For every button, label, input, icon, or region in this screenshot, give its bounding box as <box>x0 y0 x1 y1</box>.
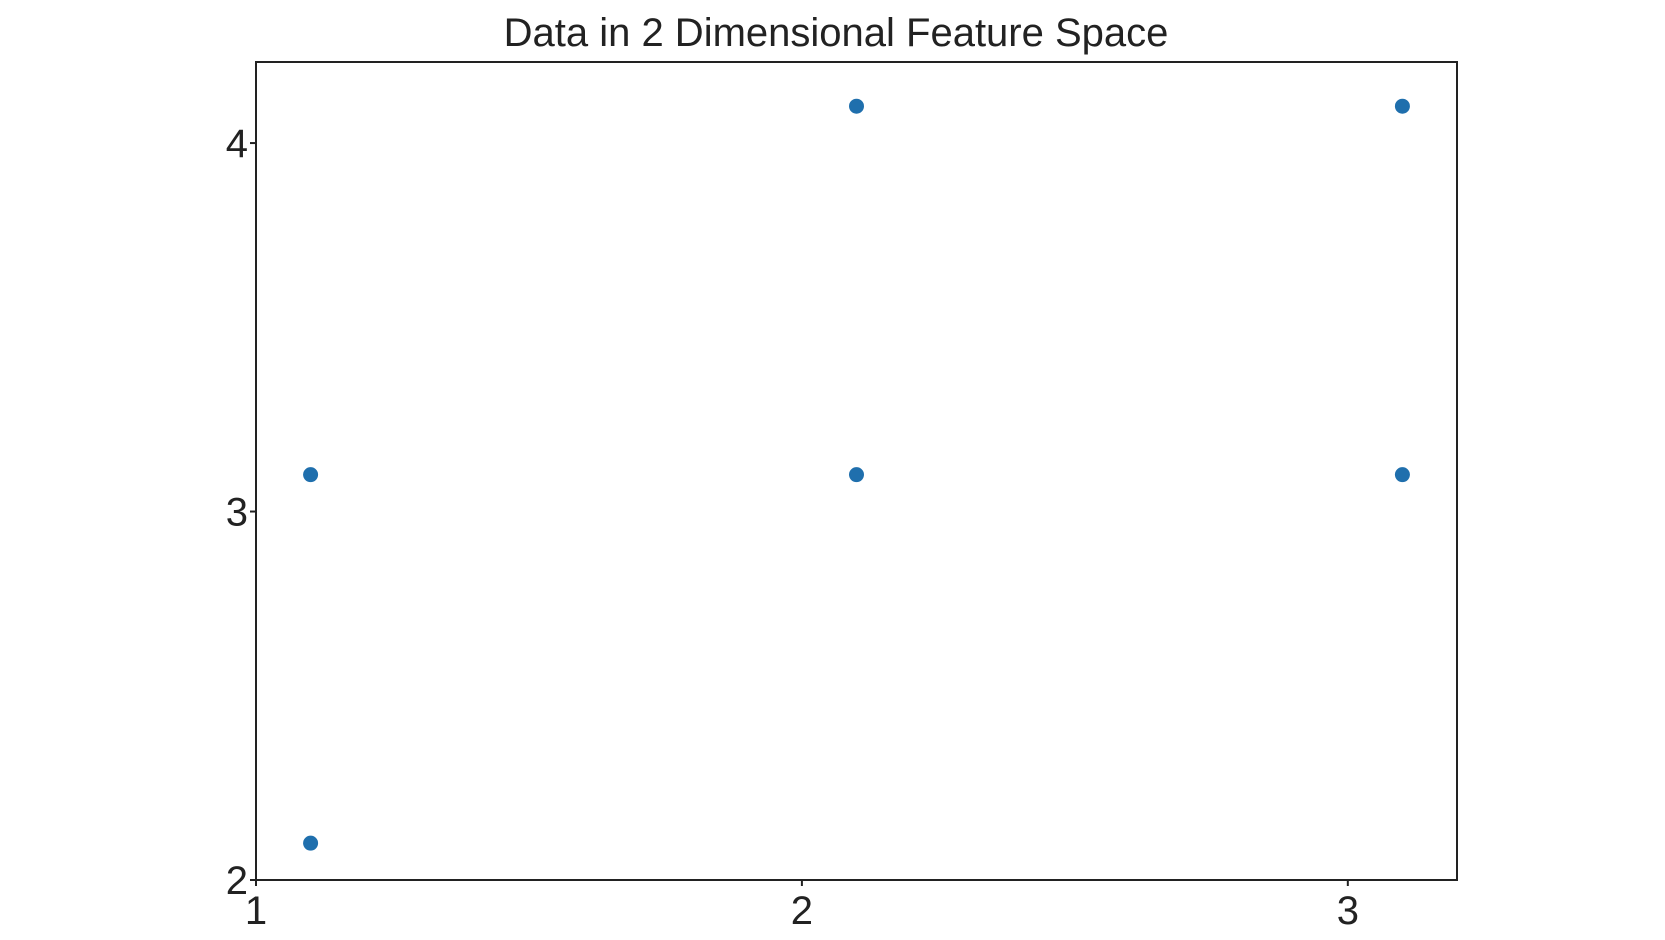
x-tick-label: 2 <box>791 889 813 933</box>
x-axis: 1 2 3 <box>245 880 1359 933</box>
scatter-points <box>303 98 1410 851</box>
scatter-point <box>849 98 864 114</box>
scatter-point <box>303 835 319 851</box>
y-tick-label: 3 <box>226 491 248 535</box>
y-axis: 2 3 4 <box>226 122 256 903</box>
scatter-point <box>1394 98 1410 114</box>
x-tick-label: 1 <box>245 889 267 933</box>
plot-area-frame <box>255 61 1458 881</box>
y-tick-label: 2 <box>226 859 248 903</box>
scatter-point <box>303 467 319 483</box>
scatter-point <box>849 467 864 483</box>
y-tick-label: 4 <box>226 122 248 166</box>
scatter-point <box>1394 467 1410 483</box>
x-tick-label: 3 <box>1337 889 1359 933</box>
chart-title: Data in 2 Dimensional Feature Space <box>504 11 1169 55</box>
